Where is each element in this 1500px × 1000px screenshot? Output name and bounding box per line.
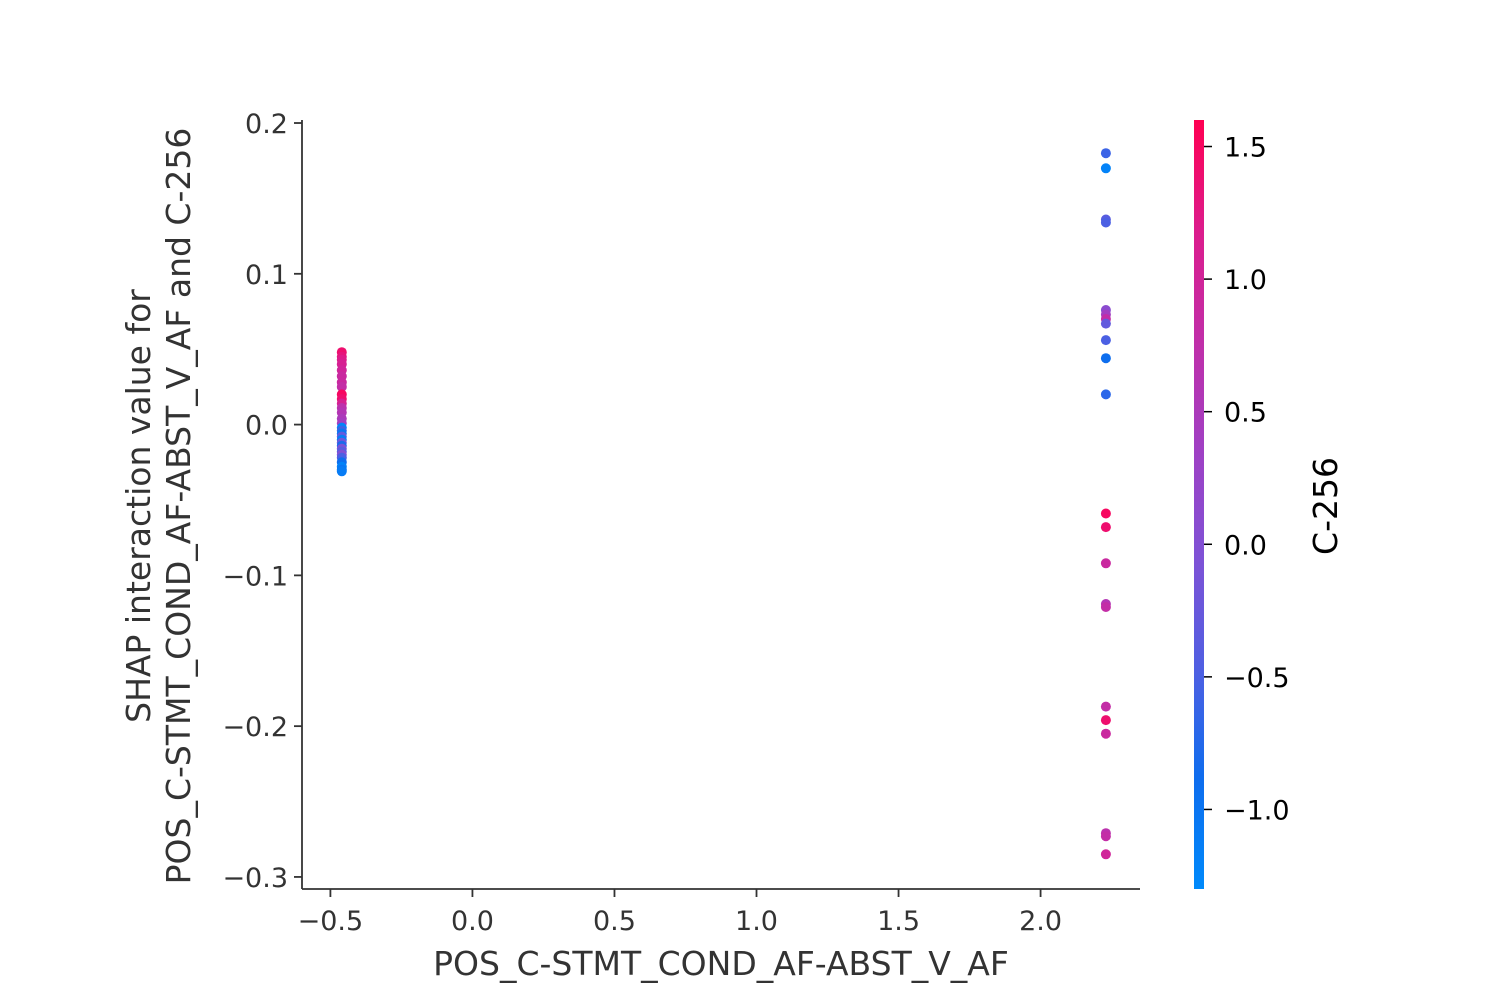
scatter-point [1100,701,1111,712]
colorbar-tick-label: 1.5 [1224,133,1267,164]
x-axis-title: POS_C-STMT_COND_AF-ABST_V_AF [433,944,1009,983]
scatter-points [336,148,1111,860]
colorbar-tick-label: 0.0 [1224,530,1267,561]
scatter-point [1100,353,1111,364]
scatter-point [1100,558,1111,569]
y-tick-label: −0.2 [222,712,288,743]
y-axis-title-line-2: POS_C-STMT_COND_AF-ABST_V_AF and C-256 [159,128,198,885]
y-axis-ticks: 0.2 0.1 0.0 −0.1 −0.2 −0.3 [222,109,302,894]
scatter-point [1100,335,1111,346]
scatter-point [1100,148,1111,159]
scatter-point [1100,318,1111,329]
scatter-point [1100,602,1111,612]
colorbar-tick-label: 0.5 [1224,398,1267,429]
y-tick-label: 0.1 [245,260,288,291]
scatter-point [336,466,347,477]
scatter-point [1100,522,1111,533]
colorbar-tick-label: −1.0 [1224,795,1290,826]
scatter-point [1100,508,1111,519]
scatter-point [1100,831,1111,842]
scatter-point [1100,163,1111,174]
x-tick-label: 0.0 [451,906,494,937]
scatter-point [1100,389,1111,400]
y-axis-title-line-1: SHAP interaction value for [119,289,158,723]
colorbar-title: C-256 [1306,457,1345,555]
x-tick-label: 2.0 [1019,906,1062,937]
scatter-point [1100,849,1111,860]
y-tick-label: −0.1 [222,561,288,592]
scatter-point [1100,728,1111,739]
colorbar-ticks: 1.5 1.0 0.5 0.0 −0.5 −1.0 [1204,133,1290,826]
scatter-point [336,381,347,392]
x-tick-label: −0.5 [298,906,364,937]
y-tick-label: −0.3 [222,863,288,894]
colorbar-tick-label: 1.0 [1224,265,1267,296]
x-axis-ticks: −0.5 0.0 0.5 1.0 1.5 2.0 [298,889,1062,937]
x-tick-label: 1.0 [735,906,778,937]
y-axis-title: SHAP interaction value for POS_C-STMT_CO… [119,128,198,885]
y-tick-label: 0.0 [245,411,288,442]
colorbar-tick-label: −0.5 [1224,663,1290,694]
scatter-point [1100,217,1111,228]
y-tick-label: 0.2 [245,109,288,140]
x-tick-label: 1.5 [877,906,920,937]
x-tick-label: 0.5 [593,906,636,937]
colorbar [1194,120,1204,889]
scatter-point [1100,715,1111,726]
